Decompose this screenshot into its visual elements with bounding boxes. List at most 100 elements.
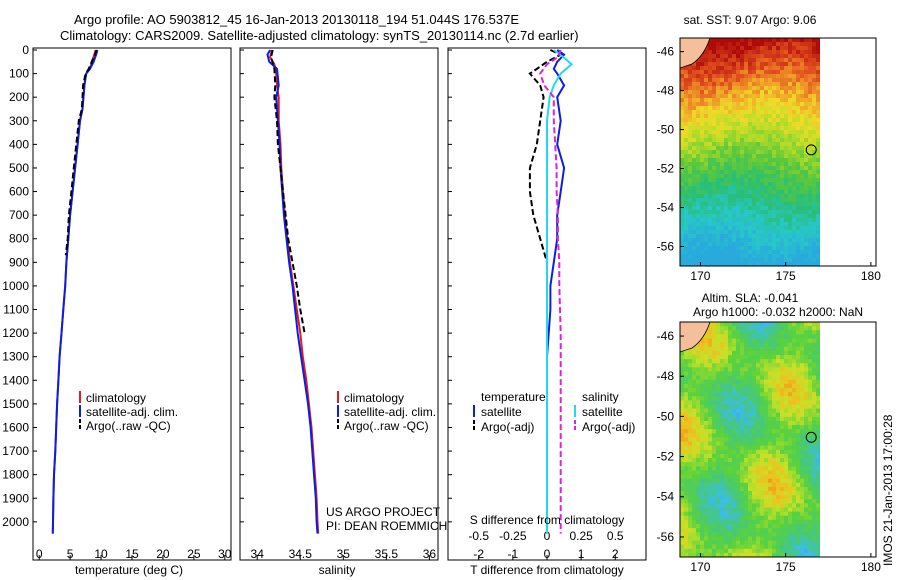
- heatmap-cell: [812, 86, 817, 91]
- heatmap-cell: [728, 359, 733, 364]
- heatmap-cell: [768, 400, 773, 405]
- heatmap-cell: [740, 474, 745, 480]
- heatmap-cell: [764, 222, 769, 227]
- heatmap-cell: [748, 367, 753, 372]
- heatmap-cell: [748, 246, 753, 251]
- heatmap-cell: [696, 210, 701, 215]
- sst-map: [680, 38, 820, 266]
- heatmap-cell: [760, 54, 765, 59]
- heatmap-cell: [732, 326, 737, 331]
- heatmap-cell: [720, 226, 725, 231]
- heatmap-cell: [708, 98, 713, 103]
- heatmap-cell: [812, 503, 817, 508]
- heatmap-cell: [744, 98, 749, 103]
- heatmap-cell: [816, 226, 820, 231]
- heatmap-cell: [740, 495, 745, 500]
- heatmap-cell: [784, 82, 789, 87]
- heatmap-cell: [692, 182, 697, 187]
- heatmap-cell: [756, 338, 761, 344]
- lat-tick-label: -48: [657, 84, 675, 98]
- heatmap-cell: [756, 495, 761, 500]
- heatmap-cell: [744, 230, 749, 235]
- heatmap-cell: [792, 54, 797, 59]
- heatmap-cell: [756, 206, 761, 211]
- heatmap-cell: [716, 82, 721, 87]
- heatmap-cell: [680, 198, 685, 203]
- heatmap-cell: [712, 445, 717, 451]
- heatmap-cell: [712, 474, 717, 480]
- heatmap-cell: [704, 400, 709, 405]
- heatmap-cell: [804, 218, 809, 223]
- heatmap-cell: [728, 54, 733, 59]
- heatmap-cell: [800, 342, 805, 348]
- heatmap-cell: [780, 412, 785, 418]
- heatmap-cell: [744, 146, 749, 151]
- heatmap-cell: [736, 250, 741, 255]
- heatmap-cell: [684, 486, 689, 492]
- heatmap-cell: [748, 404, 753, 409]
- heatmap-cell: [740, 126, 745, 131]
- heatmap-cell: [720, 246, 725, 251]
- heatmap-cell: [736, 363, 741, 368]
- heatmap-cell: [696, 462, 701, 467]
- heatmap-cell: [700, 130, 705, 135]
- heatmap-cell: [680, 524, 685, 529]
- heatmap-cell: [772, 198, 777, 203]
- heatmap-cell: [760, 242, 765, 247]
- heatmap-cell: [696, 154, 701, 159]
- heatmap-cell: [744, 466, 749, 471]
- heatmap-cell: [696, 536, 701, 541]
- heatmap-cell: [772, 190, 777, 195]
- heatmap-cell: [808, 532, 813, 537]
- heatmap-cell: [744, 238, 749, 243]
- heatmap-cell: [708, 383, 713, 389]
- heatmap-cell: [764, 425, 769, 430]
- heatmap-cell: [724, 86, 729, 91]
- heatmap-cell: [716, 491, 721, 496]
- heatmap-cell: [692, 552, 697, 557]
- heatmap-cell: [776, 532, 781, 537]
- heatmap-cell: [688, 383, 693, 389]
- heatmap-cell: [700, 154, 705, 159]
- heatmap-cell: [696, 230, 701, 235]
- land-mass: [680, 38, 711, 69]
- heatmap-cell: [808, 158, 813, 163]
- heatmap-cell: [720, 524, 725, 529]
- heatmap-cell: [812, 178, 817, 183]
- heatmap-cell: [748, 114, 753, 119]
- heatmap-cell: [712, 98, 717, 103]
- heatmap-cell: [740, 375, 745, 381]
- heatmap-cell: [808, 170, 813, 175]
- heatmap-cell: [788, 524, 793, 529]
- heatmap-cell: [700, 218, 705, 223]
- heatmap-cell: [756, 453, 761, 459]
- heatmap-cell: [720, 46, 725, 51]
- heatmap-cell: [716, 230, 721, 235]
- heatmap-cell: [728, 503, 733, 508]
- heatmap-cell: [784, 114, 789, 119]
- heatmap-cell: [760, 174, 765, 179]
- heatmap-cell: [748, 342, 753, 348]
- heatmap-cell: [748, 528, 753, 533]
- heatmap-cell: [704, 54, 709, 59]
- heatmap-cell: [684, 114, 689, 119]
- heatmap-cell: [736, 552, 741, 557]
- heatmap-cell: [716, 94, 721, 99]
- heatmap-cell: [720, 532, 725, 537]
- heatmap-cell: [764, 478, 769, 484]
- heatmap-cell: [696, 519, 701, 525]
- heatmap-cell: [788, 441, 793, 447]
- heatmap-cell: [736, 114, 741, 119]
- heatmap-cell: [740, 548, 745, 554]
- heatmap-cell: [788, 453, 793, 459]
- heatmap-cell: [692, 544, 697, 550]
- heatmap-cell: [736, 242, 741, 247]
- difference-xlabel: T difference from climatology: [470, 563, 624, 577]
- heatmap-cell: [804, 190, 809, 195]
- heatmap-cell: [720, 254, 725, 259]
- heatmap-cell: [772, 404, 777, 409]
- heatmap-cell: [764, 66, 769, 71]
- heatmap-cell: [804, 536, 809, 541]
- heatmap-cell: [728, 458, 733, 463]
- heatmap-cell: [696, 70, 701, 75]
